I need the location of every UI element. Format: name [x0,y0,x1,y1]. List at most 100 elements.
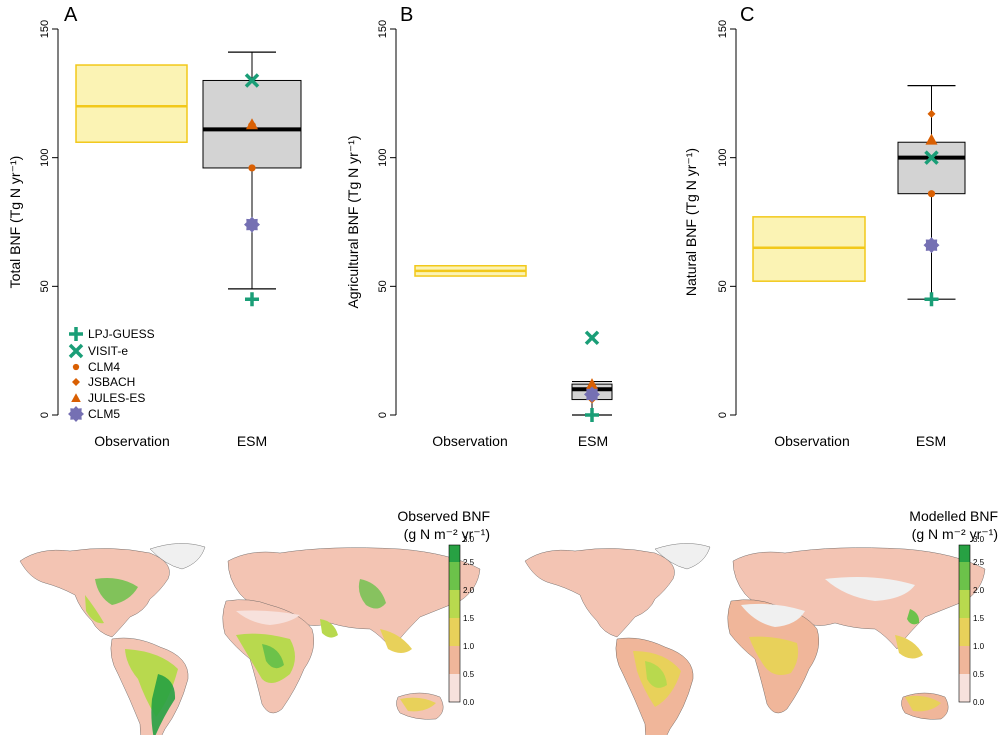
map-unit-d: (g N m⁻² yr⁻¹) [404,526,490,542]
colorbar-e: 3.0 2.5 2.0 1.5 1.0 0.5 0.0 [958,535,985,707]
colorbar-e-tick-1.0: 1.0 [973,642,985,651]
world-map-observed: 3.0 2.5 2.0 1.5 1.0 0.5 0.0 [19,535,481,735]
point-clm4-c [927,190,936,198]
colorbar-d-seg-1 [449,545,460,562]
colorbar-d-seg-3 [449,590,460,618]
colorbar-d-tick-2.5: 2.5 [463,558,475,567]
y-tick-label-a-0: 0 [39,412,51,418]
legend-label-clm4: CLM4 [88,360,120,374]
colorbar-d-tick-1.0: 1.0 [463,642,475,651]
legend-symbol-jules-es [71,393,81,402]
y-tick-label-a-150: 150 [39,20,51,38]
marks-c [752,85,966,308]
colorbar-e-tick-0.5: 0.5 [973,670,985,679]
colorbar-d-tick-3.0: 3.0 [463,535,475,544]
colorbar-d: 3.0 2.5 2.0 1.5 1.0 0.5 0.0 [448,535,475,707]
legend-label-lpj-guess: LPJ-GUESS [88,327,155,341]
y-tick-label-a-50: 50 [39,280,51,292]
y-axis-label-b: Agricultural BNF (Tg N yr⁻¹) [345,135,361,308]
colorbar-e-tick-2.0: 2.0 [973,586,985,595]
y-tick-label-b-100: 100 [377,148,389,166]
panel-letter-a: A [64,4,78,26]
map-title-d: Observed BNF [397,508,490,524]
y-axis-label-c: Natural BNF (Tg N yr⁻¹) [683,148,699,296]
x-label-esm-a: ESM [237,433,267,449]
marks-b [414,264,613,424]
y-axis-label-a: Total BNF (Tg N yr⁻¹) [7,156,23,289]
colorbar-e-seg-2 [959,562,970,590]
map-panel-e: E Modelled BNF (g N m⁻² yr⁻¹) [524,508,998,735]
colorbar-e-tick-2.5: 2.5 [973,558,985,567]
colorbar-d-tick-1.5: 1.5 [463,614,475,623]
colorbar-d-seg-6 [449,674,460,702]
point-clm4-a [248,164,256,172]
point-lpj-guess-a [243,290,261,308]
y-axis-c: 0 50 100 150 [717,20,737,418]
y-tick-label-c-0: 0 [717,412,729,418]
panel-c: C 0 50 100 150 Natural BNF (Tg N yr⁻¹) Obse… [683,4,966,449]
legend-symbol-clm5 [68,406,84,422]
world-map-modelled: 3.0 2.5 2.0 1.5 1.0 0.5 0.0 [524,535,986,735]
panel-a: A 0 50 100 150 Total BNF (Tg N yr⁻¹) Observ… [7,4,302,449]
y-tick-label-b-0: 0 [377,412,389,418]
point-clm5-a [244,216,260,233]
point-clm5-b [584,386,600,403]
point-lpj-guess-b [583,406,601,424]
x-label-observation-b: Observation [432,433,507,449]
colorbar-d-seg-5 [449,646,460,674]
bnf-hotspots [633,577,941,712]
colorbar-d-seg-4 [449,618,460,646]
colorbar-e-tick-3.0: 3.0 [973,535,985,544]
point-clm5-c [923,237,940,254]
legend-label-jsbach: JSBACH [88,375,135,389]
y-tick-label-a-100: 100 [39,148,51,166]
x-label-esm-b: ESM [578,433,608,449]
map-panel-d: D Observed BNF (g N m⁻² yr⁻¹) [19,508,490,735]
y-tick-label-b-150: 150 [377,20,389,38]
legend-symbol-lpj-guess [67,325,85,343]
map-title-e: Modelled BNF [909,508,998,524]
colorbar-e-seg-6 [959,674,970,702]
marks-a [75,51,302,308]
colorbar-e-tick-0.0: 0.0 [973,698,985,707]
land-base [524,543,986,735]
y-tick-label-c-100: 100 [717,148,729,166]
observation-range-a [75,64,188,143]
panel-b: B 0 50 100 150 Agricultural BNF (Tg N yr⁻¹)… [345,4,613,449]
observation-range-c [752,216,866,282]
legend-label-jules-es: JULES-ES [88,391,145,405]
x-label-esm-c: ESM [916,433,946,449]
colorbar-e-seg-4 [959,618,970,646]
point-lpj-guess-c [922,290,941,308]
x-label-observation-a: Observation [94,433,169,449]
legend-label-visit-e: VISIT-e [88,344,128,358]
colorbar-e-seg-5 [959,646,970,674]
land-base [19,543,481,735]
legend-label-clm5: CLM5 [88,407,120,421]
y-tick-label-b-50: 50 [377,280,389,292]
colorbar-d-tick-0.0: 0.0 [463,698,475,707]
legend-symbol-visit-e [68,343,84,359]
colorbar-e-tick-1.5: 1.5 [973,614,985,623]
y-axis-a: 0 50 100 150 [39,20,59,418]
y-tick-label-c-50: 50 [717,280,729,292]
legend: LPJ-GUESS VISIT-e CLM4 JSBACH JULES-ES C… [67,325,155,422]
colorbar-e-seg-1 [959,545,970,562]
panel-letter-c: C [740,4,754,26]
point-jsbach-c [927,109,936,118]
y-tick-label-c-150: 150 [717,20,729,38]
colorbar-e-seg-3 [959,590,970,618]
legend-symbol-jsbach [72,378,80,386]
point-visit-e-b [584,330,600,346]
colorbar-d-seg-2 [449,562,460,590]
panel-letter-b: B [400,4,413,26]
colorbar-d-tick-0.5: 0.5 [463,670,475,679]
map-unit-e: (g N m⁻² yr⁻¹) [912,526,998,542]
point-jules-es-c [925,133,938,145]
bnf-hotspots [85,578,436,735]
esm-box-c [897,141,966,195]
colorbar-d-tick-2.0: 2.0 [463,586,475,595]
x-label-observation-c: Observation [774,433,849,449]
y-axis-b: 0 50 100 150 [377,20,397,418]
